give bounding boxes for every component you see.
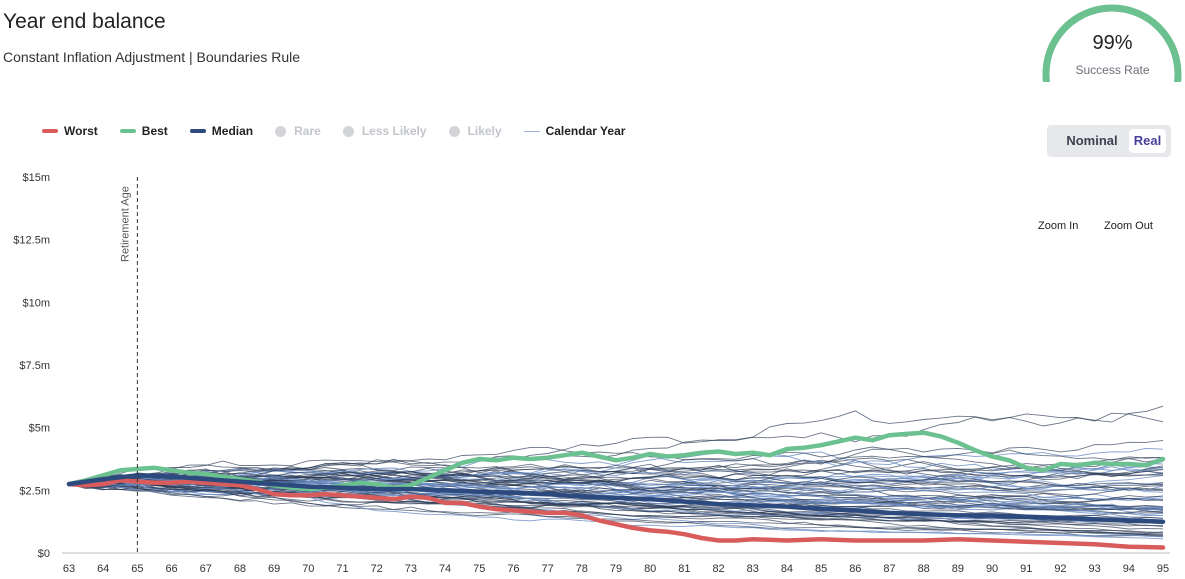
success-rate-value: 99% bbox=[1092, 32, 1133, 54]
x-tick-label: 91 bbox=[1020, 563, 1032, 575]
legend-item-worst[interactable]: Worst bbox=[42, 124, 98, 138]
x-tick-label: 84 bbox=[781, 563, 793, 575]
zoom-out-button[interactable]: Zoom Out bbox=[1104, 220, 1153, 232]
y-tick-label: $7.5m bbox=[19, 360, 50, 372]
x-tick-label: 78 bbox=[576, 563, 588, 575]
x-tick-label: 85 bbox=[815, 563, 827, 575]
gauge-fill bbox=[1042, 4, 1182, 94]
x-tick-label: 93 bbox=[1089, 563, 1101, 575]
x-tick-label: 75 bbox=[473, 563, 485, 575]
legend-label: Best bbox=[141, 124, 168, 138]
x-tick-label: 68 bbox=[234, 563, 246, 575]
legend-swatch bbox=[523, 130, 540, 132]
real-option[interactable]: Real bbox=[1129, 129, 1166, 153]
retirement-marker: Retirement Age bbox=[119, 177, 138, 553]
x-tick-label: 67 bbox=[200, 563, 212, 575]
x-tick-label: 72 bbox=[371, 563, 383, 575]
legend-swatch bbox=[275, 125, 287, 137]
legend-swatch bbox=[119, 129, 136, 133]
legend-item-likely[interactable]: Likely bbox=[448, 124, 502, 138]
x-tick-label: 65 bbox=[131, 563, 143, 575]
x-tick-label: 79 bbox=[610, 563, 622, 575]
legend-label: Median bbox=[211, 124, 254, 138]
chart-legend: Worst Best Median Rare Less Likely Likely Cale… bbox=[42, 122, 647, 140]
gauge-arc bbox=[1042, 4, 1182, 94]
x-tick-label: 63 bbox=[63, 563, 75, 575]
simulation-path bbox=[68, 458, 1164, 485]
x-tick-label: 86 bbox=[849, 563, 861, 575]
success-rate-label: Success Rate bbox=[1075, 63, 1150, 77]
x-tick-label: 83 bbox=[747, 563, 759, 575]
x-tick-label: 70 bbox=[302, 563, 314, 575]
legend-label: Likely bbox=[467, 124, 502, 138]
x-tick-label: 88 bbox=[918, 563, 930, 575]
x-tick-label: 76 bbox=[507, 563, 519, 575]
series-median-line bbox=[66, 473, 1166, 524]
y-tick-label: $5m bbox=[29, 423, 50, 435]
x-tick-label: 92 bbox=[1054, 563, 1066, 575]
x-tick-label: 71 bbox=[336, 563, 348, 575]
x-tick-label: 66 bbox=[165, 563, 177, 575]
simulation-path bbox=[68, 455, 1164, 485]
legend-swatch bbox=[448, 125, 460, 137]
y-tick-label: $12.5m bbox=[13, 235, 50, 247]
legend-label: Calendar Year bbox=[545, 124, 626, 138]
simulation-path bbox=[68, 483, 1164, 537]
highlight-series bbox=[66, 430, 1166, 550]
page-subtitle: Constant Inflation Adjustment | Boundari… bbox=[3, 49, 301, 65]
legend-label: Less Likely bbox=[361, 124, 427, 138]
legend-label: Worst bbox=[64, 124, 98, 138]
x-tick-label: 64 bbox=[97, 563, 109, 575]
retirement-age-label: Retirement Age bbox=[119, 186, 131, 262]
simulation-path bbox=[68, 405, 1164, 485]
zoom-in-button[interactable]: Zoom In bbox=[1038, 220, 1079, 232]
y-tick-label: $10m bbox=[22, 297, 50, 309]
nominal-real-toggle[interactable]: Nominal Real bbox=[1047, 125, 1171, 157]
simulation-path bbox=[68, 483, 1164, 536]
simulation-paths bbox=[68, 405, 1164, 540]
nominal-option[interactable]: Nominal bbox=[1066, 133, 1118, 148]
x-tick-label: 87 bbox=[883, 563, 895, 575]
axes: $0 $2.5m $5m $7.5m $10m $12.5m $15m 63 64 65 66 67 6… bbox=[13, 172, 1170, 575]
y-tick-label: $2.5m bbox=[19, 485, 50, 497]
success-rate-gauge: 99% Success Rate bbox=[1040, 2, 1185, 94]
x-tick-label: 95 bbox=[1157, 563, 1169, 575]
legend-item-less-likely[interactable]: Less Likely bbox=[342, 124, 427, 138]
legend-item-calendar-year[interactable]: Calendar Year bbox=[523, 124, 626, 138]
legend-item-best[interactable]: Best bbox=[119, 124, 168, 138]
legend-label: Rare bbox=[294, 124, 321, 138]
x-tick-label: 77 bbox=[542, 563, 554, 575]
x-tick-label: 80 bbox=[644, 563, 656, 575]
legend-swatch bbox=[342, 125, 354, 137]
legend-item-median[interactable]: Median bbox=[189, 124, 254, 138]
y-tick-label: $0 bbox=[38, 548, 50, 560]
x-tick-label: 82 bbox=[712, 563, 724, 575]
series-worst-line bbox=[66, 478, 1166, 550]
legend-swatch bbox=[42, 129, 58, 133]
x-tick-label: 94 bbox=[1123, 563, 1135, 575]
y-tick-label: $15m bbox=[22, 172, 50, 184]
simulation-path bbox=[68, 469, 1164, 493]
x-tick-label: 90 bbox=[986, 563, 998, 575]
x-tick-label: 73 bbox=[405, 563, 417, 575]
x-tick-label: 69 bbox=[268, 563, 280, 575]
x-tick-label: 89 bbox=[952, 563, 964, 575]
legend-item-rare[interactable]: Rare bbox=[275, 124, 321, 138]
x-tick-label: 74 bbox=[439, 563, 451, 575]
simulation-path bbox=[68, 481, 1164, 513]
x-tick-label: 81 bbox=[678, 563, 690, 575]
simulation-path bbox=[68, 480, 1164, 536]
page-title: Year end balance bbox=[3, 10, 166, 33]
legend-swatch bbox=[189, 129, 206, 133]
